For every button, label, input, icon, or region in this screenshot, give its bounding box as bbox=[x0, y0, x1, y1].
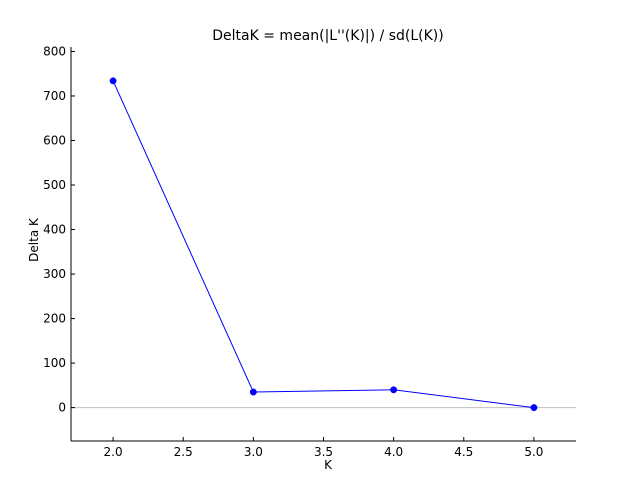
y-tick-label: 300 bbox=[43, 267, 66, 281]
x-tick-label: 3.0 bbox=[244, 445, 263, 459]
series-line bbox=[112, 80, 534, 409]
plot-area: 0 100 200 300 400 500 600 700 800 2.0 2.5 3.0 3.5 4.0… bbox=[43, 44, 576, 459]
data-point bbox=[530, 404, 538, 412]
y-tick-label: 200 bbox=[43, 312, 66, 326]
x-tick-label: 2.5 bbox=[174, 445, 193, 459]
chart-title: DeltaK = mean(|L''(K)|) / sd(L(K)) bbox=[212, 28, 443, 44]
x-tick-label: 5.0 bbox=[524, 445, 543, 459]
y-tick-label: 100 bbox=[43, 356, 66, 370]
data-point bbox=[249, 388, 257, 396]
x-tick-label: 4.0 bbox=[384, 445, 403, 459]
y-axis-label: Delta K bbox=[27, 217, 41, 262]
x-tick-label: 3.5 bbox=[314, 445, 333, 459]
y-tick-label: 600 bbox=[43, 133, 66, 147]
x-tick-label: 2.0 bbox=[104, 445, 123, 459]
data-point bbox=[109, 77, 117, 85]
data-point bbox=[390, 386, 398, 394]
x-axis-label: K bbox=[324, 458, 333, 472]
y-tick-label: 0 bbox=[58, 401, 66, 415]
x-tick-label: 4.5 bbox=[454, 445, 473, 459]
y-tick-label: 800 bbox=[43, 44, 66, 58]
y-tick-label: 500 bbox=[43, 178, 66, 192]
y-tick-label: 400 bbox=[43, 223, 66, 237]
y-tick-label: 700 bbox=[43, 89, 66, 103]
